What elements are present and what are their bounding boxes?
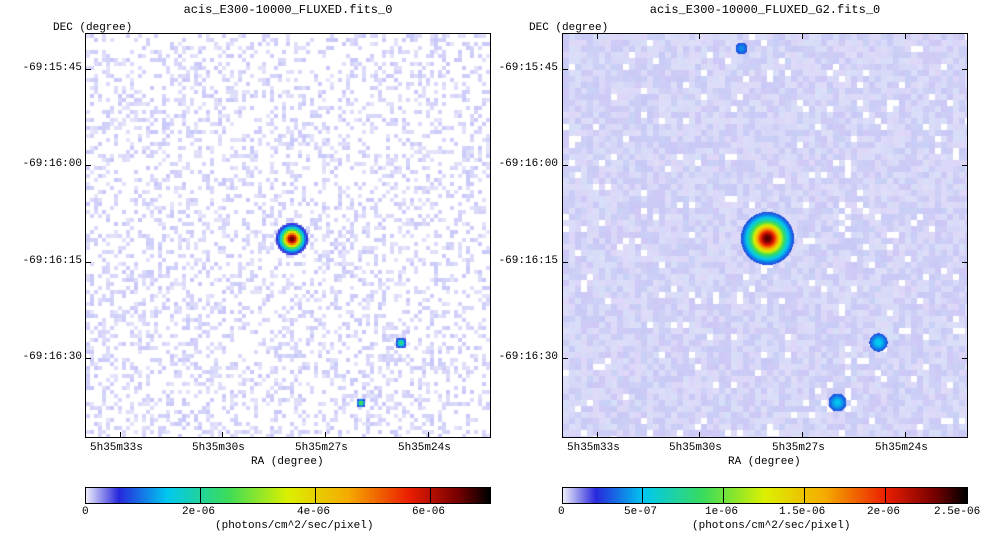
right-ra-axis-label: RA (degree): [728, 456, 801, 468]
right-ytick-label: -69:15:45: [498, 62, 558, 74]
right-colorbar-tick: [723, 487, 724, 504]
right-xtick-mark: [802, 432, 803, 438]
left-colorbar-tick: [430, 487, 431, 504]
right-xtick-mark: [597, 432, 598, 438]
left-colorbar: [85, 487, 491, 504]
right-colorbar-tick: [804, 487, 805, 504]
right-colorbar-label: (photons/cm^2/sec/pixel): [692, 520, 851, 532]
right-dec-axis-label: DEC (degree): [529, 22, 609, 34]
left-dec-axis-label: DEC (degree): [53, 22, 133, 34]
right-colorbar-tick: [642, 487, 643, 504]
left-xtick-label: 5h35m33s: [90, 442, 143, 454]
right-xtick-mark: [905, 432, 906, 438]
right-ytick-mark: [962, 69, 968, 70]
right-xtick-label: 5h35m27s: [772, 442, 825, 454]
left-colorbar-gradient: [86, 488, 490, 503]
left-image-canvas[interactable]: [86, 34, 490, 437]
right-colorbar-tick-label: 1.5e-06: [779, 506, 826, 518]
left-colorbar-label: (photons/cm^2/sec/pixel): [215, 520, 374, 532]
right-xtick-mark: [699, 432, 700, 438]
right-xtick-label: 5h35m33s: [567, 442, 620, 454]
right-xtick-label: 5h35m30s: [669, 442, 722, 454]
right-ytick-mark: [962, 165, 968, 166]
left-xtick-mark: [428, 432, 429, 438]
right-xtick-label: 5h35m24s: [875, 442, 928, 454]
right-xtick-mark: [597, 33, 598, 39]
left-ytick-mark: [85, 358, 91, 359]
right-colorbar-gradient: [563, 488, 967, 503]
right-colorbar-tick-label: 0: [558, 506, 565, 518]
right-ytick-mark: [962, 358, 968, 359]
left-panel-title: acis_E300-10000_FLUXED.fits_0: [183, 3, 393, 17]
right-colorbar: [562, 487, 968, 504]
right-panel-title: acis_E300-10000_FLUXED_G2.fits_0: [649, 3, 881, 17]
right-xtick-mark: [699, 33, 700, 39]
right-colorbar-tick-label: 1e-06: [705, 506, 739, 518]
left-ytick-label: -69:16:15: [22, 255, 82, 267]
right-ytick-mark: [562, 358, 568, 359]
left-xtick-label: 5h35m24s: [398, 442, 451, 454]
left-ytick-label: -69:15:45: [22, 62, 82, 74]
left-colorbar-tick-label: 4e-06: [297, 506, 331, 518]
right-colorbar-tick-label: 5e-07: [624, 506, 658, 518]
right-colorbar-tick-label: 2.5e-06: [934, 506, 981, 518]
right-colorbar-tick-label: 2e-06: [867, 506, 901, 518]
right-xtick-mark: [802, 33, 803, 39]
right-image-frame[interactable]: [562, 33, 968, 438]
right-colorbar-tick: [885, 487, 886, 504]
left-xtick-label: 5h35m30s: [192, 442, 245, 454]
right-ytick-label: -69:16:00: [498, 158, 558, 170]
right-ytick-mark: [562, 262, 568, 263]
left-xtick-label: 5h35m27s: [295, 442, 348, 454]
right-ytick-label: -69:16:15: [498, 255, 558, 267]
left-colorbar-tick-label: 0: [82, 506, 89, 518]
left-image-frame[interactable]: [85, 33, 491, 438]
left-colorbar-tick: [200, 487, 201, 504]
left-xtick-mark: [222, 432, 223, 438]
left-ytick-mark: [85, 165, 91, 166]
right-ytick-mark: [562, 69, 568, 70]
left-ytick-label: -69:16:00: [22, 158, 82, 170]
left-xtick-mark: [325, 432, 326, 438]
right-ytick-mark: [962, 262, 968, 263]
left-ytick-mark: [85, 69, 91, 70]
left-ytick-mark: [85, 262, 91, 263]
left-colorbar-tick-label: 6e-06: [412, 506, 446, 518]
right-xtick-mark: [905, 33, 906, 39]
right-ytick-label: -69:16:30: [498, 351, 558, 363]
left-xtick-mark: [120, 432, 121, 438]
right-image-canvas[interactable]: [563, 34, 967, 437]
left-colorbar-tick-label: 2e-06: [182, 506, 216, 518]
left-ytick-label: -69:16:30: [22, 351, 82, 363]
left-colorbar-tick: [315, 487, 316, 504]
right-ytick-mark: [562, 165, 568, 166]
left-ra-axis-label: RA (degree): [251, 456, 324, 468]
